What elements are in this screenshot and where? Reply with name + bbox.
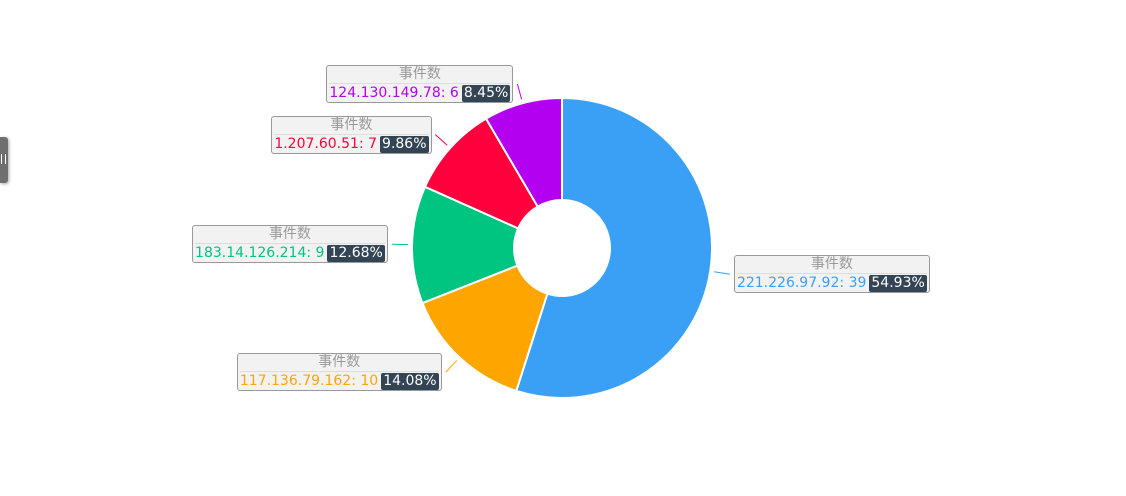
slice-1[interactable] [421, 264, 549, 392]
slice-label-value: 6 [449, 84, 459, 101]
slice-label-percent: 14.08% [381, 373, 439, 391]
slice-label-percent: 54.93% [869, 275, 927, 293]
leader-line-0 [714, 271, 731, 275]
slice-label-percent: 9.86% [380, 135, 429, 153]
slice-label-value: 9 [315, 245, 325, 262]
slice-label-value: 10 [360, 373, 379, 390]
slice-label-row: 183.14.126.214: 9 12.68% [195, 244, 385, 263]
slice-label-1: 事件数 117.136.79.162: 10 14.08% [236, 353, 442, 392]
slice-label-name: 117.136.79.162 [239, 373, 352, 390]
slice-label-name: 183.14.126.214 [195, 245, 307, 262]
slice-label-value: 39 [848, 275, 867, 292]
slice-label-series-name: 事件数 [274, 117, 429, 135]
slice-label-4: 事件数 124.130.149.78: 6 8.45% [326, 64, 514, 103]
leader-line-4 [516, 83, 523, 100]
slice-label-3: 事件数 1.207.60.51: 7 9.86% [271, 115, 432, 154]
slice-label-separator: : [306, 245, 316, 262]
slice-label-2: 事件数 183.14.126.214: 9 12.68% [192, 225, 388, 264]
slice-label-name: 1.207.60.51 [274, 135, 359, 152]
leader-line-1 [445, 360, 458, 373]
slice-label-separator: : [440, 84, 450, 101]
slice-label-separator: : [351, 373, 361, 390]
slice-label-row: 1.207.60.51: 7 9.86% [274, 135, 429, 153]
slice-label-name: 124.130.149.78 [329, 84, 441, 101]
slice-label-row: 221.226.97.92: 39 54.93% [736, 274, 927, 293]
slice-label-separator: : [358, 135, 369, 152]
slice-label-percent: 12.68% [327, 245, 385, 263]
slice-4[interactable] [485, 97, 563, 208]
slice-label-0: 事件数 221.226.97.92: 39 54.93% [733, 255, 930, 294]
slice-label-series-name: 事件数 [239, 354, 439, 373]
collapse-handle[interactable] [0, 137, 8, 183]
slice-2[interactable] [411, 185, 520, 305]
slice-0[interactable] [515, 97, 713, 399]
slice-label-name: 221.226.97.92 [736, 275, 840, 292]
slice-label-series-name: 事件数 [736, 256, 927, 275]
leader-line-3 [434, 134, 448, 146]
slice-label-row: 124.130.149.78: 6 8.45% [329, 84, 511, 102]
slice-label-series-name: 事件数 [195, 226, 385, 245]
slice-label-series-name: 事件数 [329, 66, 511, 84]
slice-label-percent: 8.45% [461, 84, 511, 102]
handle-grip-icon [1, 154, 6, 164]
slice-label-row: 117.136.79.162: 10 14.08% [239, 372, 439, 391]
slice-label-value: 7 [368, 135, 378, 152]
slice-label-separator: : [839, 275, 849, 292]
